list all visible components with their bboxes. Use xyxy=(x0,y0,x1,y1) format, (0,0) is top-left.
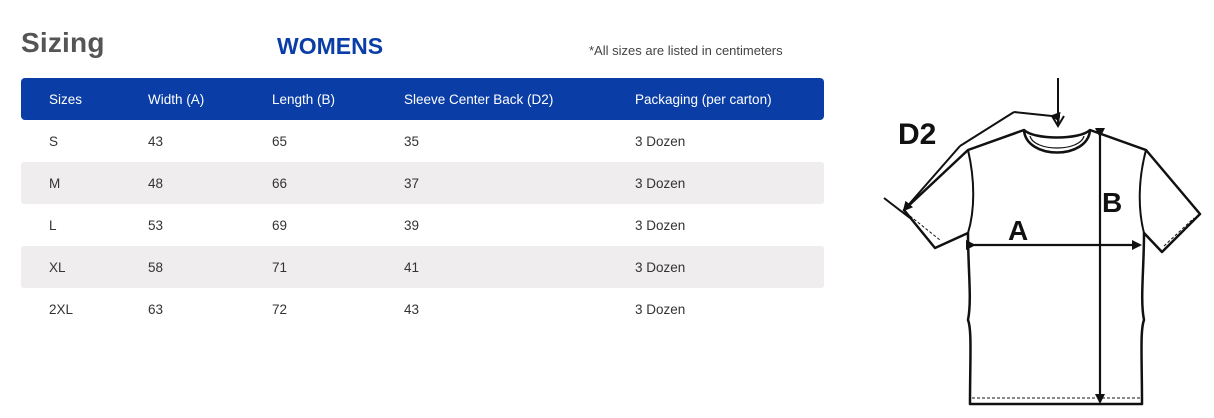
table-row: L 53 69 39 3 Dozen xyxy=(21,204,824,246)
cell-packaging: 3 Dozen xyxy=(635,175,686,191)
collar-inner xyxy=(1029,135,1085,149)
cell-size: XL xyxy=(49,259,66,275)
table-row: S 43 65 35 3 Dozen xyxy=(21,120,824,162)
tshirt-outline xyxy=(902,128,1202,406)
tshirt-measurement-diagram: D2 A B xyxy=(883,78,1202,406)
cell-length: 69 xyxy=(272,217,288,233)
cell-width: 43 xyxy=(148,133,164,149)
collar-outline xyxy=(1022,129,1092,154)
cell-sleeve: 35 xyxy=(404,133,420,149)
cell-length: 71 xyxy=(272,259,288,275)
cell-sleeve: 41 xyxy=(404,259,420,275)
cell-length: 65 xyxy=(272,133,288,149)
table-row: M 48 66 37 3 Dozen xyxy=(21,162,824,204)
cell-packaging: 3 Dozen xyxy=(635,133,686,149)
cell-size: S xyxy=(49,133,59,149)
cell-width: 58 xyxy=(148,259,164,275)
cell-sleeve: 37 xyxy=(404,175,420,191)
page-title: Sizing xyxy=(21,27,105,58)
section-title: WOMENS xyxy=(277,33,384,59)
cell-length: 72 xyxy=(272,301,288,317)
cell-sleeve: 39 xyxy=(404,217,420,233)
cell-sleeve: 43 xyxy=(404,301,420,317)
cell-width: 63 xyxy=(148,301,164,317)
column-header-width: Width (A) xyxy=(148,91,205,107)
table-header: Sizes Width (A) Length (B) Sleeve Center… xyxy=(21,78,824,120)
cell-width: 53 xyxy=(148,217,164,233)
cell-packaging: 3 Dozen xyxy=(635,301,686,317)
cell-packaging: 3 Dozen xyxy=(635,259,686,275)
column-header-sleeve: Sleeve Center Back (D2) xyxy=(404,91,554,107)
cell-size: L xyxy=(49,217,57,233)
label-d2: D2 xyxy=(898,118,936,151)
cell-size: 2XL xyxy=(49,301,74,317)
label-a: A xyxy=(1008,215,1028,246)
column-header-packaging: Packaging (per carton) xyxy=(635,91,772,107)
label-b: B xyxy=(1102,187,1122,218)
column-header-length: Length (B) xyxy=(272,91,336,107)
cell-packaging: 3 Dozen xyxy=(635,217,686,233)
cell-length: 66 xyxy=(272,175,288,191)
table-row: 2XL 63 72 43 3 Dozen xyxy=(21,288,824,330)
units-note: *All sizes are listed in centimeters xyxy=(589,43,783,58)
column-header-sizes: Sizes xyxy=(49,91,83,107)
size-table: Sizes Width (A) Length (B) Sleeve Center… xyxy=(21,78,824,330)
cell-width: 48 xyxy=(148,175,164,191)
cell-size: M xyxy=(49,175,61,191)
table-row: XL 58 71 41 3 Dozen xyxy=(21,246,824,288)
